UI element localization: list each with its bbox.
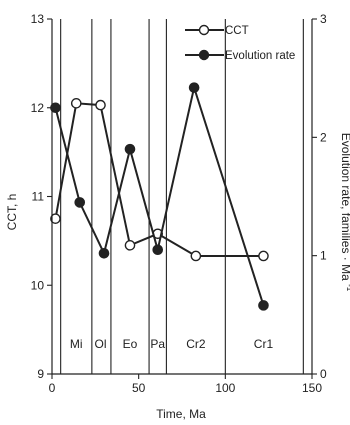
y-right-tick-label: 2 [320, 130, 327, 144]
data-point-cct [70, 98, 82, 109]
x-tick-label: 150 [302, 381, 322, 395]
y-left-tick-label: 11 [32, 190, 45, 204]
epoch-label: Mi [70, 337, 83, 351]
y-left-tick-label: 12 [31, 101, 45, 115]
x-tick-label: 100 [215, 381, 235, 395]
y-left-tick-label: 13 [31, 12, 45, 26]
legend-marker-evolution-rate [198, 49, 210, 61]
y-axis-right-title: Evolution rate, families · Ma -1 [339, 133, 350, 292]
data-point-cct [190, 250, 202, 262]
data-point-evolution-rate [258, 300, 269, 311]
epoch-boundaries [60, 19, 304, 374]
legend: CCT Evolution rate [185, 24, 295, 62]
epoch-labels: Mi Ol Eo Pa Cr2 Cr1 [70, 337, 274, 351]
epoch-label: Cr1 [254, 337, 274, 351]
y-axis-right-title-superscript: -1 [345, 284, 350, 292]
y-right-tick-label: 0 [320, 367, 327, 381]
data-point-evolution-rate [188, 82, 200, 93]
x-tick-label: 50 [132, 381, 146, 395]
data-point-cct [258, 250, 269, 262]
x-axis-title: Time, Ma [156, 407, 206, 421]
y-left-tick-label: 10 [31, 278, 45, 292]
series-layer [50, 82, 269, 311]
data-point-cct [124, 240, 136, 251]
y-axis-left-title: CCT, h [5, 194, 19, 231]
legend-label-cct: CCT [225, 25, 249, 37]
legend-label-evolution-rate: Evolution rate [225, 50, 295, 62]
epoch-label: Pa [150, 337, 165, 351]
data-point-evolution-rate [152, 244, 164, 256]
data-point-evolution-rate [98, 247, 110, 259]
legend-marker-cct [198, 24, 210, 36]
y-left-tick-label: 9 [37, 367, 44, 381]
epoch-label: Eo [123, 337, 138, 351]
data-point-evolution-rate [74, 197, 86, 208]
x-tick-label: 0 [49, 381, 56, 395]
y-right-tick-label: 1 [320, 249, 327, 263]
data-point-cct [95, 99, 106, 111]
y-axis-right-title-main: Evolution rate, families · Ma [339, 133, 350, 281]
epoch-label: Ol [95, 337, 107, 351]
data-point-evolution-rate [124, 143, 136, 155]
series-line-evolution-rate [54, 83, 265, 306]
y-right-tick-label: 3 [320, 12, 327, 26]
data-point-cct [50, 213, 61, 224]
epoch-label: Cr2 [186, 337, 206, 351]
